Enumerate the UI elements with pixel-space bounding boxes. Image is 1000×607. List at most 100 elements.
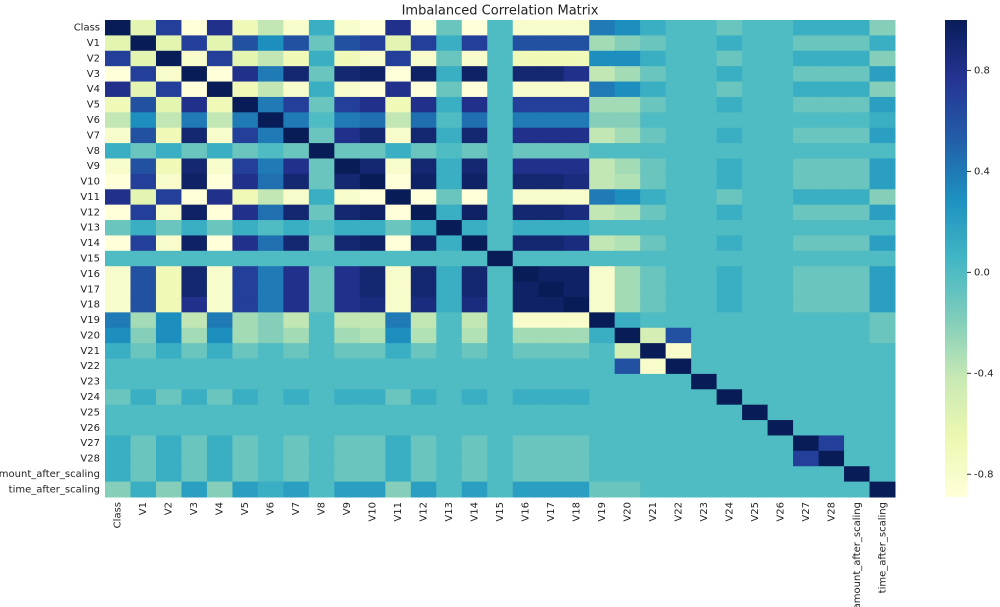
heatmap-cell <box>130 266 157 283</box>
heatmap-cell <box>742 220 769 236</box>
heatmap-cell <box>410 343 437 360</box>
heatmap-cell <box>461 173 488 190</box>
heatmap-cell <box>105 389 131 406</box>
heatmap-cell <box>563 481 590 498</box>
heatmap-cell <box>232 127 259 144</box>
heatmap-cell <box>334 20 361 36</box>
heatmap-cell <box>716 66 743 83</box>
heatmap-cell <box>716 235 743 252</box>
heatmap-cell <box>308 466 335 483</box>
heatmap-cell <box>512 50 539 67</box>
x-tick-label: V9 <box>342 502 353 515</box>
heatmap-cell <box>665 35 692 52</box>
heatmap-cell <box>563 96 590 113</box>
heatmap-cell <box>818 50 845 67</box>
heatmap-cell <box>742 435 769 452</box>
heatmap-cell <box>614 327 641 344</box>
heatmap-cell <box>436 343 463 360</box>
heatmap-cell <box>334 266 361 283</box>
y-tick-label: V26 <box>80 423 100 434</box>
heatmap-cell <box>105 127 131 144</box>
heatmap-cell <box>614 35 641 52</box>
heatmap-cell <box>487 296 514 313</box>
heatmap-cell <box>869 450 896 467</box>
heatmap-cell <box>793 235 820 252</box>
heatmap-cell <box>742 266 769 283</box>
heatmap-cell <box>359 112 386 129</box>
heatmap-cell <box>155 481 182 498</box>
heatmap-cell <box>308 389 335 406</box>
heatmap-cell <box>487 343 514 360</box>
heatmap-cell <box>767 466 794 483</box>
heatmap-cell <box>206 173 233 190</box>
heatmap-cell <box>538 450 565 467</box>
heatmap-cell <box>206 66 233 83</box>
heatmap-cell <box>283 266 310 283</box>
heatmap-cell <box>767 127 794 144</box>
heatmap-cell <box>538 143 565 159</box>
heatmap-cell <box>487 220 514 236</box>
y-tick-label: V3 <box>87 69 100 80</box>
heatmap-cell <box>436 420 463 436</box>
heatmap-cell <box>614 250 641 267</box>
heatmap-cell <box>869 81 896 98</box>
heatmap-cell <box>283 173 310 190</box>
heatmap-cell <box>181 327 208 344</box>
heatmap-cell <box>181 343 208 360</box>
heatmap-cell <box>232 266 259 283</box>
heatmap-cell <box>461 373 488 390</box>
heatmap-cell <box>155 112 182 129</box>
heatmap-cell <box>130 112 157 129</box>
heatmap-cell <box>436 220 463 236</box>
heatmap-cell <box>691 158 718 175</box>
heatmap-cell <box>538 220 565 236</box>
heatmap-cell <box>818 127 845 144</box>
heatmap-cell <box>793 35 820 52</box>
heatmap-cell <box>716 373 743 390</box>
heatmap-cell <box>614 404 641 421</box>
heatmap-cell <box>436 435 463 452</box>
heatmap-cell <box>487 158 514 175</box>
heatmap-cell <box>512 158 539 175</box>
heatmap-cell <box>487 481 514 498</box>
heatmap-cell <box>308 189 335 206</box>
x-tick-label: V24 <box>724 502 735 522</box>
heatmap-cell <box>436 296 463 313</box>
heatmap-cell <box>767 35 794 52</box>
heatmap-cell <box>105 235 131 252</box>
heatmap-cell <box>716 358 743 375</box>
x-tick-label: V12 <box>419 502 430 522</box>
heatmap-cell <box>589 235 616 252</box>
heatmap-cell <box>385 189 412 206</box>
heatmap-cell <box>665 66 692 83</box>
heatmap-cell <box>130 389 157 406</box>
heatmap-cell <box>181 389 208 406</box>
heatmap-cell <box>844 66 871 83</box>
heatmap-cell <box>844 420 871 436</box>
heatmap-cell <box>181 112 208 129</box>
x-tick-label: V2 <box>164 502 175 515</box>
heatmap-cell <box>181 158 208 175</box>
y-tick-label: V6 <box>87 115 100 126</box>
heatmap-cell <box>232 435 259 452</box>
heatmap-cell <box>767 266 794 283</box>
heatmap-cell <box>589 35 616 52</box>
heatmap-cell <box>436 50 463 67</box>
heatmap-cell <box>487 189 514 206</box>
heatmap-cell <box>767 250 794 267</box>
heatmap-cell <box>181 127 208 144</box>
heatmap-cell <box>538 420 565 436</box>
heatmap-cell <box>436 404 463 421</box>
heatmap-cell <box>461 220 488 236</box>
heatmap-cell <box>665 143 692 159</box>
heatmap-cell <box>563 20 590 36</box>
heatmap-cell <box>640 327 667 344</box>
heatmap-cell <box>206 81 233 98</box>
heatmap-cell <box>155 281 182 298</box>
heatmap-cell <box>793 343 820 360</box>
heatmap-cell <box>614 173 641 190</box>
heatmap-cell <box>334 481 361 498</box>
heatmap-cell <box>359 204 386 221</box>
heatmap-cell <box>563 373 590 390</box>
heatmap-cell <box>742 450 769 467</box>
